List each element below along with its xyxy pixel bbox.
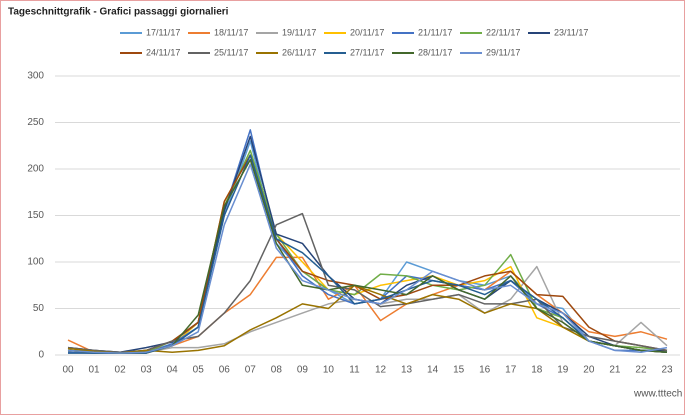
x-tick-label: 23 <box>661 365 673 376</box>
legend-label: 23/11/17 <box>554 27 588 37</box>
x-tick-label: 10 <box>323 365 335 376</box>
x-tick-label: 12 <box>375 365 387 376</box>
x-tick-label: 04 <box>167 365 179 376</box>
y-tick-label: 50 <box>33 303 45 314</box>
x-tick-label: 20 <box>583 365 595 376</box>
x-tick-label: 08 <box>271 365 283 376</box>
legend-label: 25/11/17 <box>214 47 248 57</box>
x-tick-label: 02 <box>115 365 127 376</box>
x-tick-label: 00 <box>62 365 74 376</box>
legend-label: 17/11/17 <box>146 27 180 37</box>
x-tick-label: 19 <box>557 365 569 376</box>
y-tick-label: 150 <box>27 210 44 221</box>
legend-label: 24/11/17 <box>146 47 180 57</box>
x-tick-label: 11 <box>349 365 360 376</box>
legend-label: 19/11/17 <box>282 27 316 37</box>
x-tick-label: 21 <box>609 365 621 376</box>
series-line <box>67 163 668 354</box>
legend-label: 22/11/17 <box>486 27 520 37</box>
x-tick-label: 09 <box>297 365 309 376</box>
y-tick-label: 100 <box>27 257 44 268</box>
x-tick-label: 17 <box>505 365 517 376</box>
x-tick-label: 07 <box>245 365 257 376</box>
x-tick-label: 06 <box>219 365 231 376</box>
legend-label: 28/11/17 <box>418 47 452 57</box>
y-tick-label: 300 <box>27 71 44 82</box>
series-line <box>67 284 668 354</box>
x-tick-label: 01 <box>88 365 100 376</box>
x-tick-label: 13 <box>401 365 413 376</box>
x-tick-label: 14 <box>427 365 439 376</box>
legend-label: 20/11/17 <box>350 27 384 37</box>
y-tick-label: 250 <box>27 117 44 128</box>
legend-label: 27/11/17 <box>350 47 384 57</box>
x-tick-label: 16 <box>479 365 491 376</box>
legend-label: 26/11/17 <box>282 47 316 57</box>
chart-title: Tageschnittgrafik - Grafici passaggi gio… <box>8 7 229 18</box>
x-tick-label: 22 <box>635 365 647 376</box>
x-tick-label: 05 <box>193 365 205 376</box>
y-tick-label: 0 <box>38 350 44 361</box>
x-tick-label: 03 <box>141 365 153 376</box>
legend-label: 21/11/17 <box>418 27 452 37</box>
x-tick-label: 15 <box>453 365 465 376</box>
legend-label: 29/11/17 <box>486 47 520 57</box>
legend-label: 18/11/17 <box>214 27 248 37</box>
x-tick-label: 18 <box>531 365 543 376</box>
watermark: www.tttech <box>633 389 682 400</box>
y-tick-label: 200 <box>27 164 44 175</box>
